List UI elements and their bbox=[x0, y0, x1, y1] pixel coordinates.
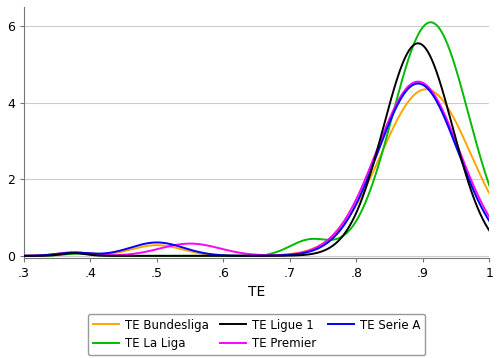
Line: TE Serie A: TE Serie A bbox=[24, 83, 492, 256]
TE Premier bbox=[476, 195, 482, 199]
TE Ligue 1 bbox=[45, 253, 51, 258]
TE Premier bbox=[390, 109, 396, 113]
TE Premier bbox=[249, 252, 255, 256]
TE Ligue 1 bbox=[476, 209, 482, 213]
Line: TE Ligue 1: TE Ligue 1 bbox=[24, 43, 492, 256]
TE Serie A bbox=[21, 254, 27, 258]
TE La Liga bbox=[390, 111, 396, 115]
TE Premier bbox=[45, 253, 51, 257]
TE Ligue 1 bbox=[476, 210, 482, 214]
TE Ligue 1 bbox=[236, 254, 242, 258]
TE La Liga bbox=[45, 253, 51, 258]
Line: TE La Liga: TE La Liga bbox=[24, 22, 492, 256]
TE Serie A bbox=[236, 253, 242, 258]
TE Bundesliga bbox=[476, 170, 482, 174]
X-axis label: TE: TE bbox=[248, 285, 265, 299]
TE Serie A bbox=[415, 81, 421, 86]
Legend: TE Bundesliga, TE La Liga, TE Ligue 1, TE Premier, TE Serie A: TE Bundesliga, TE La Liga, TE Ligue 1, T… bbox=[88, 314, 425, 355]
TE La Liga bbox=[249, 254, 255, 258]
TE La Liga bbox=[490, 192, 496, 196]
TE Serie A bbox=[390, 112, 396, 117]
TE La Liga bbox=[476, 151, 482, 155]
TE Serie A bbox=[476, 200, 482, 204]
TE Bundesliga bbox=[476, 170, 482, 174]
TE Ligue 1 bbox=[415, 41, 421, 45]
TE Bundesliga bbox=[45, 253, 51, 257]
TE Bundesliga bbox=[423, 87, 429, 91]
TE Premier bbox=[476, 195, 482, 200]
TE Ligue 1 bbox=[249, 254, 255, 258]
TE Serie A bbox=[45, 253, 51, 257]
TE Bundesliga bbox=[390, 126, 396, 131]
TE Bundesliga bbox=[490, 197, 496, 202]
TE Ligue 1 bbox=[490, 233, 496, 237]
TE Premier bbox=[236, 251, 242, 255]
Line: TE Premier: TE Premier bbox=[24, 82, 492, 256]
TE La Liga bbox=[21, 254, 27, 258]
TE Serie A bbox=[249, 254, 255, 258]
TE La Liga bbox=[476, 151, 482, 156]
Line: TE Bundesliga: TE Bundesliga bbox=[24, 89, 492, 256]
TE Bundesliga bbox=[21, 254, 27, 258]
TE Ligue 1 bbox=[21, 254, 27, 258]
TE Serie A bbox=[476, 200, 482, 205]
TE Serie A bbox=[490, 223, 496, 228]
TE Premier bbox=[415, 79, 421, 84]
TE Premier bbox=[490, 219, 496, 224]
TE Bundesliga bbox=[249, 253, 255, 258]
TE La Liga bbox=[236, 254, 242, 258]
TE Bundesliga bbox=[236, 253, 242, 258]
TE Premier bbox=[21, 254, 27, 258]
TE Ligue 1 bbox=[390, 90, 396, 94]
TE La Liga bbox=[156, 254, 162, 258]
TE La Liga bbox=[428, 20, 434, 24]
TE Ligue 1 bbox=[156, 254, 162, 258]
